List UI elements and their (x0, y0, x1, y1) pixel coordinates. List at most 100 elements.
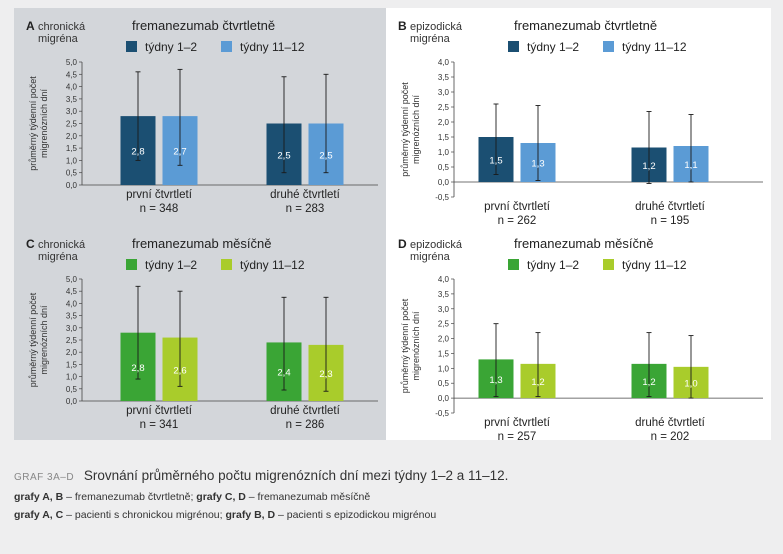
bar-value-label: 2,4 (277, 368, 290, 379)
bar-value-label: 1,2 (642, 377, 655, 388)
y-axis-label: migrenózních dní (39, 88, 49, 158)
bar-value-label: 2,5 (319, 150, 332, 161)
caption-fragment: – fremanezumab čtvrtletně; (63, 491, 197, 503)
y-tick-label: 4,5 (66, 70, 78, 79)
caption-line-panels: grafy A, B – fremanezumab čtvrtletně; gr… (14, 491, 774, 503)
y-axis-label: migrenózních dní (39, 305, 49, 375)
y-tick-label: -0,5 (435, 409, 449, 418)
caption-title: Srovnání průměrného počtu migrenózních d… (83, 468, 509, 483)
y-tick-label: 0,5 (438, 163, 450, 172)
category-label: n = 195 (651, 215, 690, 227)
caption-line-populations: grafy A, C – pacienti s chronickou migré… (14, 509, 774, 521)
y-tick-label: 2,5 (66, 120, 78, 129)
legend-swatch (603, 259, 614, 270)
caption-fragment: grafy B, D (225, 509, 276, 521)
population-label: migréna (38, 251, 79, 263)
bar-value-label: 2,3 (319, 369, 332, 380)
figure-caption: GRAF 3A–D Srovnání průměrného počtu migr… (14, 468, 774, 527)
caption-fragment: grafy C, D (196, 491, 246, 503)
caption-fragment: grafy A, B (14, 491, 64, 503)
y-tick-label: 4,0 (66, 83, 78, 92)
y-axis-label: průměrný týdenní počet (400, 82, 410, 177)
category-label: n = 283 (286, 203, 325, 215)
bar-value-label: 1,0 (684, 378, 697, 389)
category-label: první čtvrtletí (484, 417, 551, 429)
population-label: chronická (38, 21, 86, 33)
y-axis-label: průměrný týdenní počet (28, 292, 38, 387)
y-tick-label: 2,0 (66, 132, 78, 141)
panel-background (14, 226, 386, 440)
population-label: epizodická (410, 239, 463, 251)
y-tick-label: 3,5 (438, 290, 450, 299)
y-axis-label: průměrný týdenní počet (400, 298, 410, 393)
y-tick-label: 2,5 (438, 103, 450, 112)
y-tick-label: 5,0 (66, 58, 78, 67)
population-label: migréna (410, 251, 451, 263)
population-label: migréna (38, 33, 79, 45)
y-tick-label: 0,5 (438, 379, 450, 388)
caption-tag: GRAF 3A–D (14, 472, 75, 483)
legend-swatch (126, 41, 137, 52)
category-label: první čtvrtletí (126, 189, 193, 201)
panel-background (386, 226, 771, 440)
caption-title-line: GRAF 3A–D Srovnání průměrného počtu migr… (14, 468, 774, 483)
legend-swatch (221, 259, 232, 270)
legend-label: týdny 1–2 (527, 258, 579, 272)
panel-background (14, 8, 386, 226)
chart-title: fremanezumab čtvrtletně (514, 18, 657, 33)
y-tick-label: 0,0 (66, 397, 78, 406)
panel-letter: C (26, 237, 35, 251)
legend-swatch (603, 41, 614, 52)
y-tick-label: 0,0 (438, 178, 450, 187)
panel-background (386, 8, 771, 226)
y-tick-label: 2,5 (66, 336, 78, 345)
y-tick-label: 3,0 (66, 324, 78, 333)
bar-value-label: 1,1 (684, 160, 697, 171)
y-tick-label: 4,5 (66, 287, 78, 296)
category-label: n = 341 (140, 419, 179, 431)
y-tick-label: 1,5 (66, 144, 78, 153)
bar-value-label: 2,7 (173, 147, 186, 158)
panel-letter: B (398, 19, 407, 33)
category-label: druhé čtvrtletí (270, 189, 340, 201)
y-tick-label: 4,0 (438, 58, 450, 67)
y-tick-label: 1,0 (66, 373, 78, 382)
category-label: druhé čtvrtletí (635, 201, 705, 213)
panel-letter: D (398, 237, 407, 251)
y-tick-label: 5,0 (66, 275, 78, 284)
y-tick-label: -0,5 (435, 193, 449, 202)
bar-value-label: 2,8 (131, 147, 144, 158)
y-tick-label: 3,0 (66, 107, 78, 116)
legend-swatch (508, 259, 519, 270)
legend-label: týdny 11–12 (622, 40, 687, 54)
y-tick-label: 4,0 (438, 275, 450, 284)
y-tick-label: 2,0 (438, 118, 450, 127)
bar-value-label: 1,3 (531, 159, 544, 170)
bar-value-label: 2,5 (277, 150, 290, 161)
chart-title: fremanezumab čtvrtletně (132, 18, 275, 33)
y-tick-label: 1,5 (438, 133, 450, 142)
y-tick-label: 0,0 (438, 394, 450, 403)
bar-value-label: 2,6 (173, 365, 186, 376)
y-tick-label: 3,5 (66, 312, 78, 321)
y-axis-label: migrenózních dní (411, 94, 421, 164)
category-label: n = 257 (498, 431, 537, 443)
y-tick-label: 1,5 (66, 360, 78, 369)
bar-value-label: 1,3 (489, 375, 502, 386)
legend-label: týdny 1–2 (145, 258, 197, 272)
y-tick-label: 3,5 (438, 73, 450, 82)
legend-swatch (221, 41, 232, 52)
category-label: n = 348 (140, 203, 179, 215)
caption-fragment: grafy A, C (14, 509, 64, 521)
y-tick-label: 3,0 (438, 305, 450, 314)
caption-fragment: – pacienti s epizodickou migrénou (275, 509, 437, 521)
y-tick-label: 1,0 (66, 156, 78, 165)
population-label: migréna (410, 33, 451, 45)
legend-label: týdny 1–2 (145, 40, 197, 54)
legend-label: týdny 11–12 (622, 258, 687, 272)
